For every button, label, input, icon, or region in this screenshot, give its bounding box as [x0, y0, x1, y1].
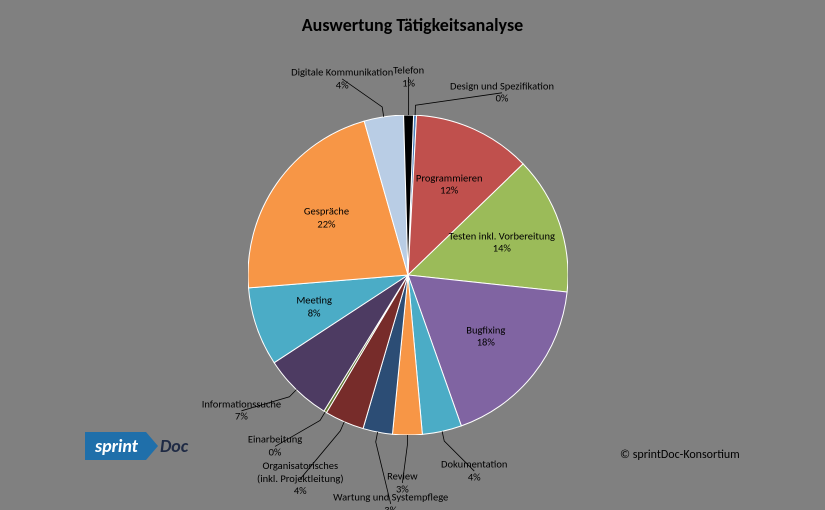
slice-label: Dokumentation 4%: [441, 458, 507, 483]
slice-label: Einarbeitung 0%: [248, 434, 302, 459]
sprintdoc-logo: sprint Doc: [85, 432, 188, 460]
copyright-text: © sprintDoc-Konsortium: [620, 448, 740, 462]
slice-label: Testen inkl. Vorbereitung 14%: [449, 230, 555, 255]
slice-label: Meeting 8%: [296, 295, 332, 320]
slice-label: Programmieren 12%: [416, 172, 483, 197]
slice-label: Telefon 1%: [393, 64, 424, 89]
slice-label: Design und Spezifikation 0%: [450, 80, 554, 105]
slice-label: Wartung und Systempflege 3%: [333, 491, 448, 510]
slice-label: Bugfixing 18%: [466, 324, 505, 349]
slice-label: Digitale Kommunikation 4%: [291, 66, 393, 91]
pie-chart: [248, 115, 568, 435]
logo-doc-text: Doc: [160, 435, 188, 457]
logo-arrow-icon: [146, 432, 158, 460]
chart-title: Auswertung Tätigkeitsanalyse: [0, 14, 825, 36]
slice-label: Gespräche 22%: [304, 206, 349, 231]
slice-label: Informationssuche 7%: [202, 398, 281, 423]
logo-tag: sprint: [85, 432, 146, 460]
slice-label: Organisatorisches (inkl. Projektleitung)…: [257, 460, 343, 498]
